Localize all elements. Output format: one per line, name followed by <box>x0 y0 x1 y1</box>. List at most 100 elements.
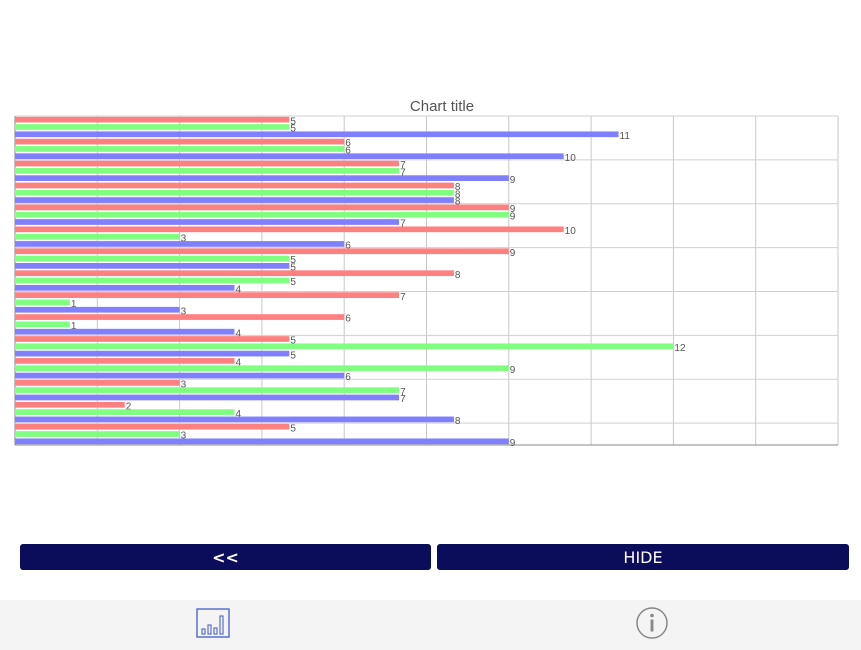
bar <box>15 233 180 240</box>
bar <box>15 343 674 350</box>
bar <box>15 387 400 394</box>
bar-value-label: 8 <box>455 197 461 208</box>
chart-bars: 5511661077988899710369558547136145125496… <box>15 116 686 449</box>
bar-chart-icon <box>196 608 230 638</box>
bar-value-label: 5 <box>290 124 296 135</box>
bar <box>15 226 564 233</box>
bar <box>15 372 345 379</box>
bar-value-label: 8 <box>455 270 461 281</box>
bar <box>15 255 290 262</box>
bar <box>15 153 564 160</box>
bar-value-label: 7 <box>400 394 406 405</box>
bar-value-label: 5 <box>290 255 296 266</box>
bar-value-label: 6 <box>345 314 351 325</box>
bar-value-label: 5 <box>290 350 296 361</box>
bar <box>15 328 235 335</box>
bar-value-label: 7 <box>400 167 406 178</box>
bar <box>15 423 290 430</box>
bar-value-label: 1 <box>71 299 77 310</box>
bar-value-label: 7 <box>400 387 406 398</box>
bar <box>15 365 509 372</box>
bar-value-label: 3 <box>181 431 187 442</box>
bar <box>15 394 400 401</box>
bar-value-label: 9 <box>510 175 516 186</box>
bar <box>15 189 454 196</box>
bar <box>15 284 235 291</box>
bar <box>15 431 180 437</box>
bar <box>15 306 180 313</box>
bar-value-label: 6 <box>345 372 351 383</box>
bar <box>15 204 509 211</box>
bar-value-label: 5 <box>290 423 296 434</box>
bar <box>15 380 180 386</box>
bar-value-label: 12 <box>674 343 686 354</box>
bar-value-label: 6 <box>345 241 351 252</box>
bar-value-label: 7 <box>400 160 406 171</box>
bar <box>15 182 454 189</box>
bar-value-label: 8 <box>455 416 461 427</box>
bar <box>15 401 125 408</box>
bar-value-label: 11 <box>620 131 631 142</box>
hide-button[interactable]: HIDE <box>437 544 849 570</box>
bar-value-label: 5 <box>290 336 296 347</box>
bar <box>15 197 454 203</box>
tab-info[interactable] <box>632 605 672 645</box>
bar <box>15 167 400 174</box>
bar <box>15 358 235 364</box>
bar-value-label: 3 <box>181 233 187 244</box>
tab-bar <box>0 600 861 650</box>
bar-value-label: 4 <box>235 409 241 420</box>
bar <box>15 124 290 130</box>
bar-value-label: 3 <box>181 380 187 391</box>
bar <box>15 270 454 277</box>
bar <box>15 277 290 284</box>
info-icon <box>636 607 668 639</box>
bar-value-label: 6 <box>345 146 351 157</box>
bar <box>15 350 290 357</box>
bar <box>15 146 345 152</box>
bar-value-label: 2 <box>126 401 132 412</box>
bar <box>15 416 454 423</box>
bar <box>15 241 345 247</box>
chart-title: Chart title <box>410 98 474 115</box>
chart-grid <box>14 115 839 446</box>
bar-value-label: 10 <box>565 226 577 237</box>
bar-value-label: 4 <box>235 328 241 339</box>
bar-value-label: 5 <box>290 263 296 274</box>
bar-value-label: 1 <box>71 321 77 332</box>
bar <box>15 138 345 145</box>
bar-value-label: 7 <box>400 219 406 230</box>
bar <box>15 314 345 320</box>
back-button[interactable]: << <box>20 544 431 570</box>
bar <box>15 131 619 138</box>
bar-value-label: 9 <box>510 365 516 376</box>
bar-value-label: 4 <box>235 284 241 295</box>
bar-value-label: 9 <box>510 438 516 449</box>
bar-value-label: 5 <box>290 116 296 127</box>
bar <box>15 248 509 255</box>
bar <box>15 211 509 218</box>
bar-value-label: 8 <box>455 189 461 200</box>
bar <box>15 175 509 181</box>
bar-value-label: 7 <box>400 292 406 303</box>
bar-value-label: 9 <box>510 204 516 215</box>
bar <box>15 336 290 342</box>
bar-value-label: 4 <box>235 358 241 369</box>
bar-value-label: 9 <box>510 211 516 222</box>
bar-value-label: 3 <box>181 306 187 317</box>
bar-chart: Chart title 5511661077988899710369558547… <box>14 98 839 449</box>
tab-chart[interactable] <box>193 605 233 645</box>
bar <box>15 438 509 445</box>
bar <box>15 321 70 328</box>
bar-value-label: 6 <box>345 138 351 149</box>
bar <box>15 219 400 225</box>
bar <box>15 116 290 123</box>
bar <box>15 263 290 269</box>
bar <box>15 299 70 306</box>
bar <box>15 409 235 415</box>
bar-value-label: 9 <box>510 248 516 259</box>
bar-value-label: 8 <box>455 182 461 193</box>
bar-value-label: 5 <box>290 277 296 288</box>
bar <box>15 292 400 298</box>
bar-value-label: 10 <box>565 153 577 164</box>
